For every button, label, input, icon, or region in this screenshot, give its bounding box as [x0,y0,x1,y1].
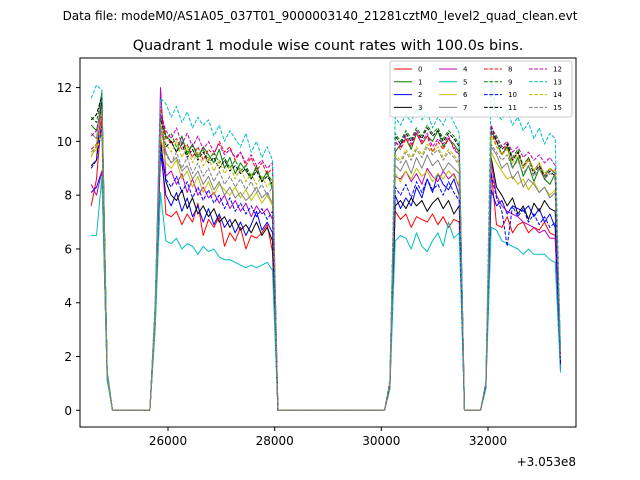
legend-item-15: 15 [529,104,562,112]
legend-item-11: 11 [484,104,517,112]
legend-label-11: 11 [508,104,517,112]
legend-item-14: 14 [529,91,562,99]
x-tick-label: 30000 [362,434,400,448]
series-12-line-segment [384,130,465,411]
series-2-line-segment [384,173,465,411]
legend-label-4: 4 [463,66,468,74]
series-10-line-segment [480,173,561,411]
y-tick-label: 0 [64,404,72,418]
series-4-line-segment [480,162,561,411]
chart-title: Quadrant 1 module wise count rates with … [133,38,524,54]
legend-item-0: 0 [394,66,422,74]
legend-label-5: 5 [463,78,467,86]
series-15-line-segment [480,143,561,411]
series-3-line-segment [384,197,465,411]
series-10-line-segment [149,146,279,411]
x-axis-offset-label: +3.053e8 [517,455,576,469]
plot-data-layer [90,79,561,411]
series-14-line-segment [149,122,279,411]
legend-item-5: 5 [439,78,467,86]
legend-label-12: 12 [553,66,562,74]
series-13-line-segment [90,84,113,411]
series-13-line-segment [149,97,279,411]
series-7-line-segment [384,154,465,411]
legend-item-12: 12 [529,66,562,74]
y-tick-label: 2 [64,350,72,364]
y-tick-label: 8 [64,189,72,203]
x-tick-label: 32000 [469,434,507,448]
series-7-line-segment [480,146,561,411]
series-3-line-segment [480,157,561,411]
series-15-line-segment [90,105,113,411]
legend-label-8: 8 [508,66,512,74]
series-5-line-segment [384,221,465,411]
y-tick-label: 4 [64,296,72,310]
series-10-line-segment [384,178,465,411]
legend-label-10: 10 [508,91,517,99]
legend-item-6: 6 [439,91,468,99]
figure-suptitle: Data file: modeM0/AS1A05_037T01_90000031… [63,9,578,23]
legend-label-6: 6 [463,91,468,99]
series-9-line-segment [384,124,465,411]
legend-item-13: 13 [529,78,562,86]
legend-label-13: 13 [553,78,562,86]
series-6-line-segment [384,167,465,411]
x-tick-label: 26000 [149,434,187,448]
legend-item-3: 3 [394,104,422,112]
series-11-line-segment [384,127,465,411]
series-12-line-segment [149,114,279,411]
legend-item-4: 4 [439,66,468,74]
series-8-line-segment [480,130,561,411]
series-15 [90,105,561,411]
y-tick-label: 10 [57,135,72,149]
series-4-line-segment [149,87,279,411]
legend-label-2: 2 [418,91,422,99]
y-tick-label: 6 [64,242,72,256]
series-12-line-segment [480,124,561,411]
series-3-line-segment [149,140,279,411]
legend-label-14: 14 [553,91,562,99]
series-11-line-segment [149,116,279,411]
legend-item-2: 2 [394,91,422,99]
series-14-line-segment [384,143,465,411]
series-13-line-segment [480,79,561,411]
legend-frame [389,60,573,118]
series-5-line-segment [149,192,279,411]
legend-item-1: 1 [394,78,422,86]
legend-label-15: 15 [553,104,562,112]
series-6-line-segment [480,151,561,411]
series-0-line-segment [384,210,465,411]
series-15-line-segment [384,146,465,411]
series-2-line-segment [149,151,279,411]
series-5-line-segment [91,175,113,411]
legend-label-1: 1 [418,78,422,86]
series-14-line-segment [480,135,561,411]
legend-label-0: 0 [418,66,422,74]
legend-label-3: 3 [418,104,422,112]
x-tick-label: 28000 [256,434,294,448]
legend-label-9: 9 [508,78,512,86]
y-tick-label: 12 [57,81,72,95]
legend-item-9: 9 [484,78,512,86]
series-8-line-segment [149,105,279,411]
plot-area-frame [79,57,577,428]
series-9-line-segment [149,119,279,411]
legend-item-10: 10 [484,91,517,99]
series-15-line-segment [149,124,279,411]
series-5-line-segment [480,226,561,411]
legend-item-7: 7 [439,104,467,112]
series-0-line-segment [149,130,279,411]
legend-label-7: 7 [463,104,467,112]
legend-item-8: 8 [484,66,512,74]
